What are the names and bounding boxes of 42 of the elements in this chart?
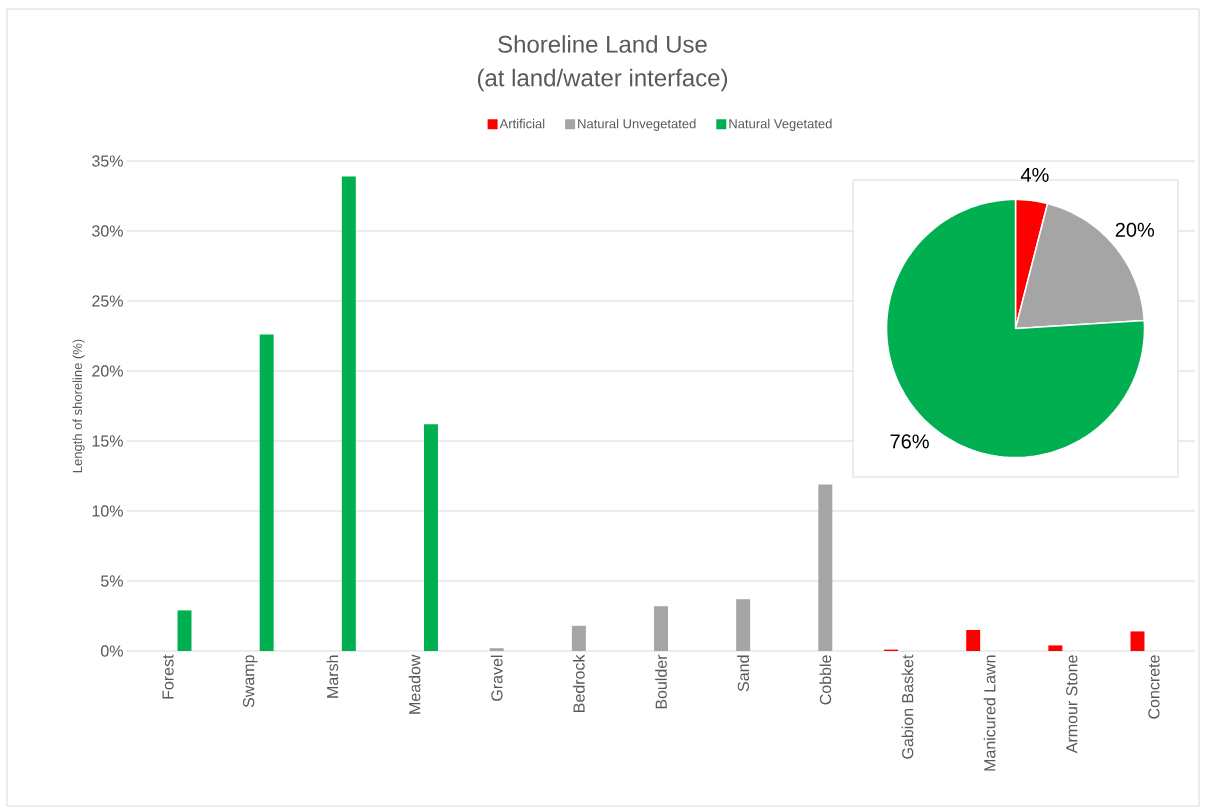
x-tick-label: Marsh — [326, 655, 339, 698]
x-tick-label: Gabion Basket — [901, 654, 914, 759]
bar — [177, 610, 192, 652]
bar — [1048, 645, 1063, 652]
x-tick-label: Gravel — [490, 655, 503, 701]
chart-subtitle: (at land/water interface) — [477, 68, 728, 92]
y-tick-label: 20% — [92, 365, 123, 377]
legend-label: Natural Unvegetated — [578, 118, 696, 131]
bar — [818, 484, 833, 652]
legend-label: Artificial — [499, 118, 545, 129]
x-tick-label: Concrete — [1148, 655, 1160, 719]
y-tick-label: 0% — [100, 645, 123, 657]
legend-label: Natural Vegetated — [729, 118, 832, 131]
bar — [736, 599, 751, 652]
x-tick-label: Forest — [162, 654, 174, 699]
x-tick-label: Boulder — [655, 654, 667, 709]
x-tick-label: Swamp — [242, 655, 258, 708]
x-tick-label: Meadow — [408, 654, 421, 714]
x-tick-label: Cobble — [819, 655, 832, 705]
y-tick-label: 35% — [92, 155, 123, 167]
y-axis-title: Length of shoreline (%) — [72, 339, 85, 473]
y-tick-label: 30% — [92, 225, 123, 237]
bar — [259, 334, 274, 652]
y-tick-label: 15% — [92, 435, 123, 447]
data-label: 76% — [890, 434, 929, 449]
y-tick-label: 5% — [101, 575, 123, 587]
bar — [966, 630, 981, 652]
bar — [341, 176, 356, 652]
bar — [1130, 631, 1145, 652]
y-tick-label: 10% — [92, 505, 123, 517]
data-label: 20% — [1115, 222, 1155, 237]
bar — [489, 648, 504, 652]
bar — [423, 424, 438, 652]
data-label: 4% — [1020, 167, 1049, 182]
chart-title: Shoreline Land Use — [498, 35, 707, 53]
bar — [654, 606, 668, 652]
y-tick-label: 25% — [92, 295, 123, 307]
x-tick-label: Bedrock — [572, 654, 585, 712]
bar — [571, 625, 586, 652]
x-tick-label: Manicured Lawn — [983, 655, 996, 771]
x-tick-label: Armour Stone — [1066, 655, 1078, 754]
x-tick-label: Sand — [737, 655, 750, 692]
